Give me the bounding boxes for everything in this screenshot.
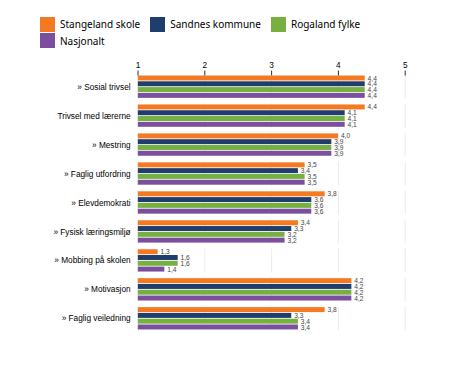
svg-text:1,6: 1,6 bbox=[181, 260, 191, 267]
svg-text:4,1: 4,1 bbox=[347, 109, 357, 117]
svg-text:3,3: 3,3 bbox=[294, 225, 304, 233]
svg-text:Trivsel med lærerne: Trivsel med lærerne bbox=[57, 112, 131, 121]
svg-text:3,6: 3,6 bbox=[314, 201, 324, 209]
svg-text:3,9: 3,9 bbox=[334, 144, 344, 151]
svg-text:3,2: 3,2 bbox=[287, 237, 297, 244]
svg-text:4,4: 4,4 bbox=[368, 92, 378, 99]
svg-text:4,1: 4,1 bbox=[348, 121, 358, 128]
svg-text:3,2: 3,2 bbox=[287, 230, 297, 238]
svg-text:3,5: 3,5 bbox=[307, 173, 317, 180]
svg-text:» Fysisk læringsmiljø: » Fysisk læringsmiljø bbox=[53, 227, 130, 236]
svg-text:3,8: 3,8 bbox=[328, 306, 338, 313]
svg-text:4: 4 bbox=[336, 61, 341, 70]
svg-text:1,6: 1,6 bbox=[180, 254, 190, 261]
svg-text:3,4: 3,4 bbox=[300, 167, 310, 175]
svg-text:» Sosial trivsel: » Sosial trivsel bbox=[77, 83, 130, 92]
svg-text:3,3: 3,3 bbox=[294, 311, 304, 319]
svg-text:3,5: 3,5 bbox=[307, 161, 317, 169]
svg-text:1,3: 1,3 bbox=[161, 248, 171, 255]
svg-text:4,4: 4,4 bbox=[367, 74, 377, 82]
svg-text:3,5: 3,5 bbox=[307, 179, 317, 186]
html-text:Nasjonalt: Nasjonalt bbox=[60, 33, 105, 48]
svg-text:4,4: 4,4 bbox=[368, 103, 378, 110]
svg-text:3,8: 3,8 bbox=[328, 190, 338, 197]
svg-text:4,4: 4,4 bbox=[367, 86, 377, 94]
html-text:Sandnes kommune: Sandnes kommune bbox=[170, 17, 261, 32]
svg-text:3,6: 3,6 bbox=[314, 196, 324, 204]
html-text:Rogaland fylke: Rogaland fylke bbox=[290, 17, 361, 32]
svg-text:4,2: 4,2 bbox=[354, 283, 364, 290]
svg-text:4,2: 4,2 bbox=[354, 295, 364, 302]
svg-text:1,4: 1,4 bbox=[167, 266, 177, 273]
svg-text:» Faglig utfordring: » Faglig utfordring bbox=[64, 170, 131, 179]
svg-text:4,2: 4,2 bbox=[354, 288, 364, 296]
svg-text:5: 5 bbox=[403, 61, 408, 70]
svg-text:» Mestring: » Mestring bbox=[92, 141, 131, 150]
svg-text:3,9: 3,9 bbox=[334, 138, 344, 146]
svg-text:4,4: 4,4 bbox=[367, 80, 377, 88]
svg-text:2: 2 bbox=[203, 61, 208, 70]
svg-text:» Motivasjon: » Motivasjon bbox=[84, 285, 131, 294]
svg-text:» Mobbing på skolen: » Mobbing på skolen bbox=[54, 255, 131, 265]
svg-text:4,1: 4,1 bbox=[347, 115, 357, 123]
svg-text:3,4: 3,4 bbox=[300, 317, 310, 325]
svg-text:3,9: 3,9 bbox=[334, 150, 344, 157]
svg-text:3,4: 3,4 bbox=[300, 219, 310, 227]
svg-text:3,6: 3,6 bbox=[314, 208, 324, 215]
svg-text:» Faglig veiledning: » Faglig veiledning bbox=[62, 314, 131, 323]
svg-text:3,4: 3,4 bbox=[301, 324, 311, 331]
svg-text:1: 1 bbox=[136, 61, 141, 70]
svg-text:3: 3 bbox=[269, 61, 274, 70]
svg-text:» Elevdemokrati: » Elevdemokrati bbox=[71, 199, 130, 208]
svg-text:4,0: 4,0 bbox=[340, 132, 351, 140]
html-text:Stangeland skole: Stangeland skole bbox=[60, 17, 141, 32]
svg-text:4,2: 4,2 bbox=[354, 277, 364, 285]
